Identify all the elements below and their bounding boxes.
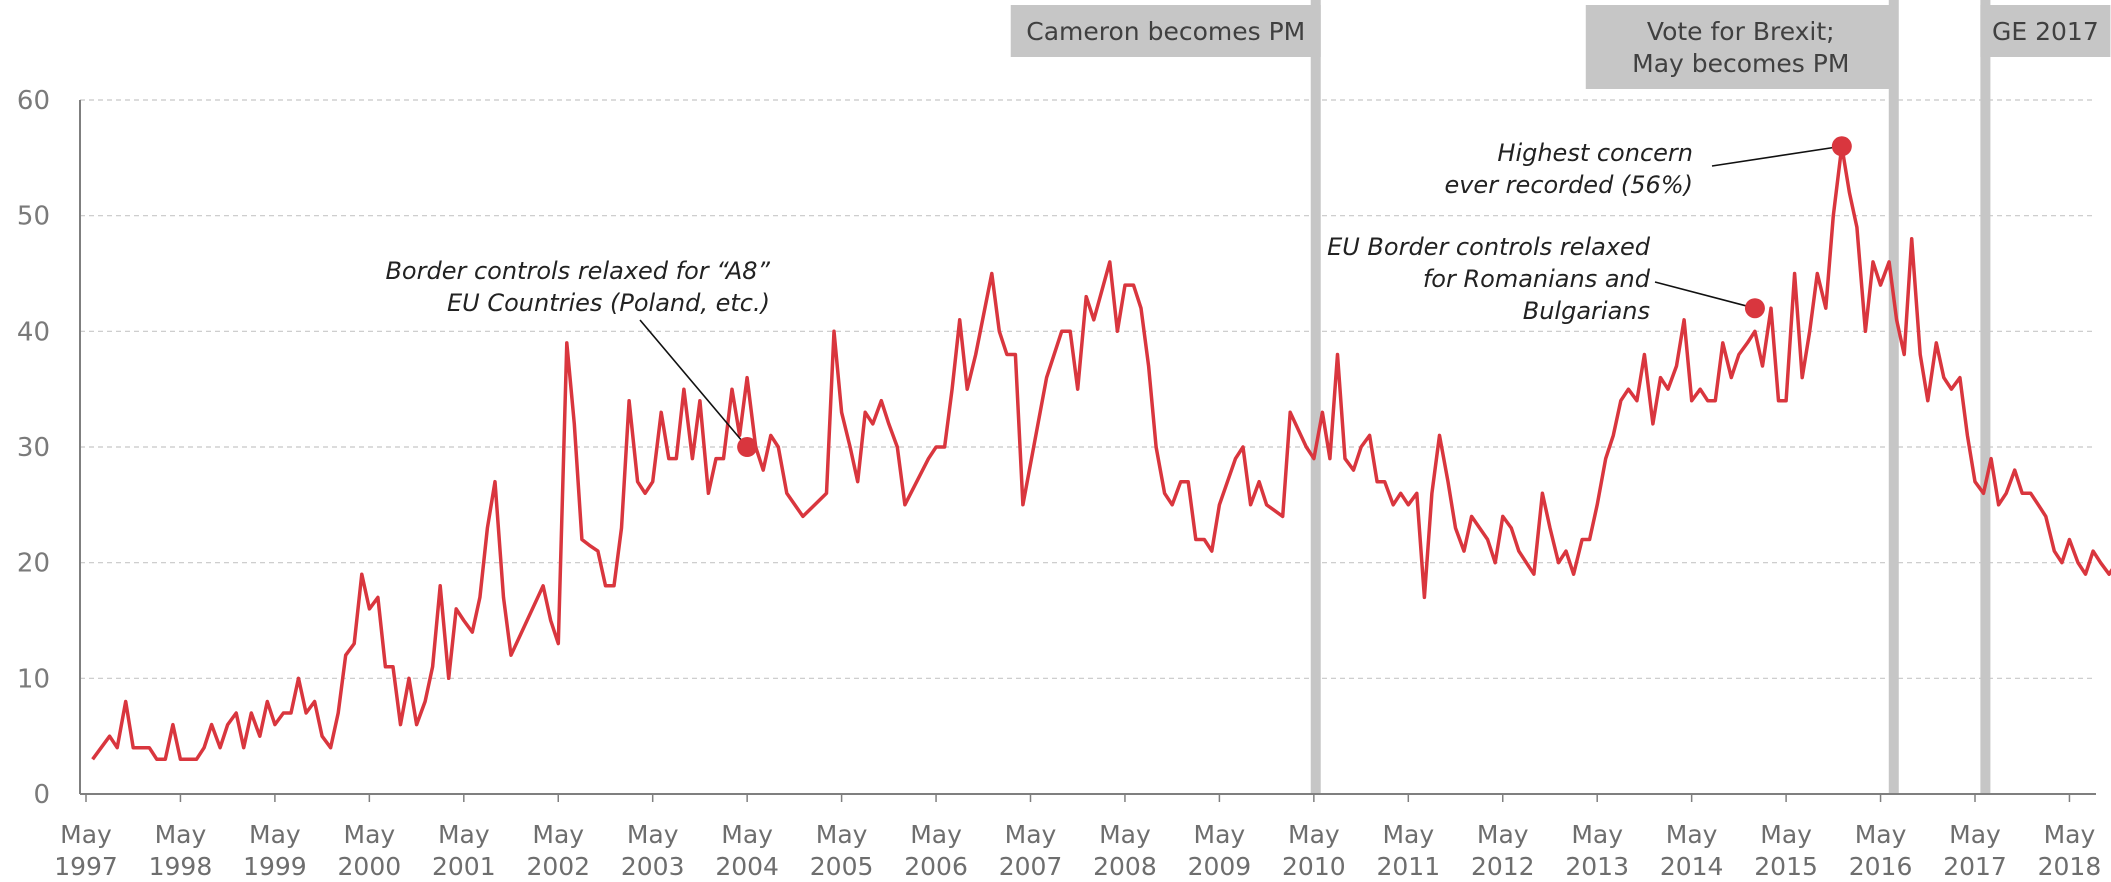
x-tick-label-month: May: [249, 820, 301, 849]
x-tick-label-month: May: [1477, 820, 1529, 849]
annotation-leader: [1654, 281, 1756, 309]
x-tick-label-year: 2003: [621, 852, 685, 881]
x-tick-label-month: May: [1949, 820, 2001, 849]
x-tick-label-year: 2006: [904, 852, 968, 881]
annotations: Border controls relaxed for “A8” EU Count…: [385, 136, 1852, 457]
x-tick-label-month: May: [1571, 820, 1623, 849]
x-tick-label-year: 2013: [1565, 852, 1629, 881]
event-bar: [1980, 0, 1991, 794]
event-label: GE 2017: [1992, 17, 2099, 46]
x-tick-label-month: May: [60, 820, 112, 849]
y-tick-label: 40: [17, 317, 50, 347]
annotation-text: EU Border controls relaxed: [1327, 233, 1651, 261]
event-bar: [1310, 0, 1321, 794]
y-tick-label: 20: [17, 549, 50, 579]
x-tick-label-year: 2015: [1754, 852, 1818, 881]
x-tick-label-year: 2017: [1943, 852, 2007, 881]
x-tick-label-year: 2009: [1188, 852, 1252, 881]
x-tick-label-month: May: [1855, 820, 1907, 849]
x-axis: May 1997 May 1998 May 1999 May 2000 May 2001 May 20…: [54, 794, 2101, 881]
x-tick-label-year: 2001: [432, 852, 496, 881]
x-tick-label-month: May: [438, 820, 490, 849]
x-tick-label-month: May: [1382, 820, 1434, 849]
x-tick-label-year: 2008: [1093, 852, 1157, 881]
x-tick-label-year: 2007: [999, 852, 1063, 881]
annotation-leader: [639, 319, 748, 448]
y-tick-label: 0: [33, 780, 50, 810]
x-tick-label-year: 2010: [1282, 852, 1346, 881]
x-tick-label-month: May: [1005, 820, 1057, 849]
event-label-box: [1980, 5, 2111, 57]
event-markers: Cameron becomes PM Vote for Brexit; May be…: [1010, 0, 2111, 794]
annotation-text: Bulgarians: [1523, 297, 1650, 325]
annotation-marker: [737, 437, 758, 457]
x-tick-label-year: 1997: [54, 852, 118, 881]
x-tick-label-month: May: [1288, 820, 1340, 849]
annotation-text: Highest concern: [1497, 139, 1693, 167]
event-bar: [1888, 0, 1899, 794]
annotation-marker: [1831, 136, 1852, 157]
x-tick-label-month: May: [721, 820, 773, 849]
y-axis: 0 10 20 30 40 50 60: [17, 86, 50, 810]
x-tick-label-year: 2002: [526, 852, 590, 881]
y-tick-label: 30: [17, 433, 50, 463]
event-label: Vote for Brexit;: [1647, 17, 1835, 46]
annotation-text: ever recorded (56%): [1444, 171, 1693, 199]
annotation-text: for Romanians and: [1423, 265, 1651, 293]
x-tick-label-year: 2014: [1660, 852, 1724, 881]
x-tick-label-month: May: [627, 820, 679, 849]
x-tick-label-year: 2004: [715, 852, 779, 881]
x-tick-label-month: May: [816, 820, 868, 849]
x-tick-label-year: 2011: [1376, 852, 1440, 881]
y-tick-label: 10: [17, 664, 50, 694]
x-tick-label-month: May: [155, 820, 207, 849]
event-label: May becomes PM: [1632, 49, 1849, 78]
x-tick-label-year: 2018: [2038, 852, 2102, 881]
event-label: Cameron becomes PM: [1026, 17, 1305, 46]
y-tick-label: 60: [17, 86, 50, 116]
x-tick-label-month: May: [2044, 820, 2096, 849]
x-tick-label-month: May: [1760, 820, 1812, 849]
x-tick-label-year: 1999: [243, 852, 307, 881]
x-tick-label-month: May: [1099, 820, 1151, 849]
series-line: [91, 144, 2111, 762]
x-tick-label-month: May: [910, 820, 962, 849]
x-tick-label-month: May: [344, 820, 396, 849]
grid-lines: [80, 99, 2096, 679]
x-tick-label-month: May: [1666, 820, 1718, 849]
annotation-marker: [1744, 298, 1765, 319]
x-tick-label-month: May: [1194, 820, 1246, 849]
event-label-box: [1010, 5, 1321, 57]
x-tick-label-year: 2016: [1849, 852, 1913, 881]
event-label-box: [1585, 5, 1896, 89]
x-tick-label-month: May: [532, 820, 584, 849]
x-tick-label-year: 2012: [1471, 852, 1535, 881]
series: [91, 144, 2111, 762]
y-tick-label: 50: [17, 202, 50, 232]
x-tick-label-year: 2005: [810, 852, 874, 881]
annotation-text: Border controls relaxed for “A8”: [385, 257, 770, 285]
x-tick-label-year: 2000: [338, 852, 402, 881]
annotation-leader: [1711, 145, 1842, 167]
x-tick-label-year: 1998: [149, 852, 213, 881]
annotation-text: EU Countries (Poland, etc.): [447, 289, 770, 317]
